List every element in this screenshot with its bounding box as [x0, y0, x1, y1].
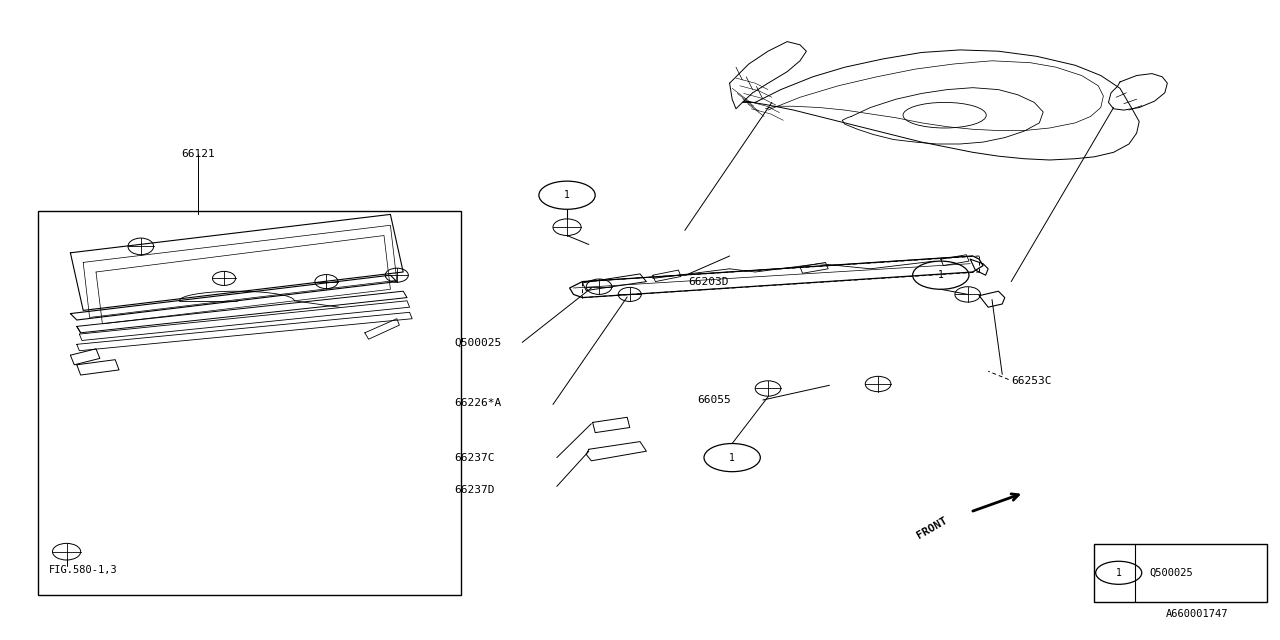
Text: 1: 1 [730, 452, 735, 463]
Text: 66237C: 66237C [454, 452, 495, 463]
Text: 1: 1 [1116, 568, 1121, 578]
Text: FRONT: FRONT [915, 515, 948, 541]
Text: Q500025: Q500025 [454, 337, 502, 348]
Text: A660001747: A660001747 [1166, 609, 1229, 620]
Bar [38, 211, 461, 595]
Text: 66237D: 66237D [454, 484, 495, 495]
Text: 66253C: 66253C [1011, 376, 1052, 386]
Text: 1: 1 [564, 190, 570, 200]
Text: 66055: 66055 [698, 395, 731, 405]
Bar [1094, 544, 1267, 602]
Text: 1: 1 [938, 270, 943, 280]
Text: Q500025: Q500025 [1149, 568, 1193, 578]
Text: 66226*A: 66226*A [454, 398, 502, 408]
Text: 66203D: 66203D [689, 276, 730, 287]
Text: 66121: 66121 [182, 148, 215, 159]
Text: FIG.580-1,3: FIG.580-1,3 [49, 564, 118, 575]
